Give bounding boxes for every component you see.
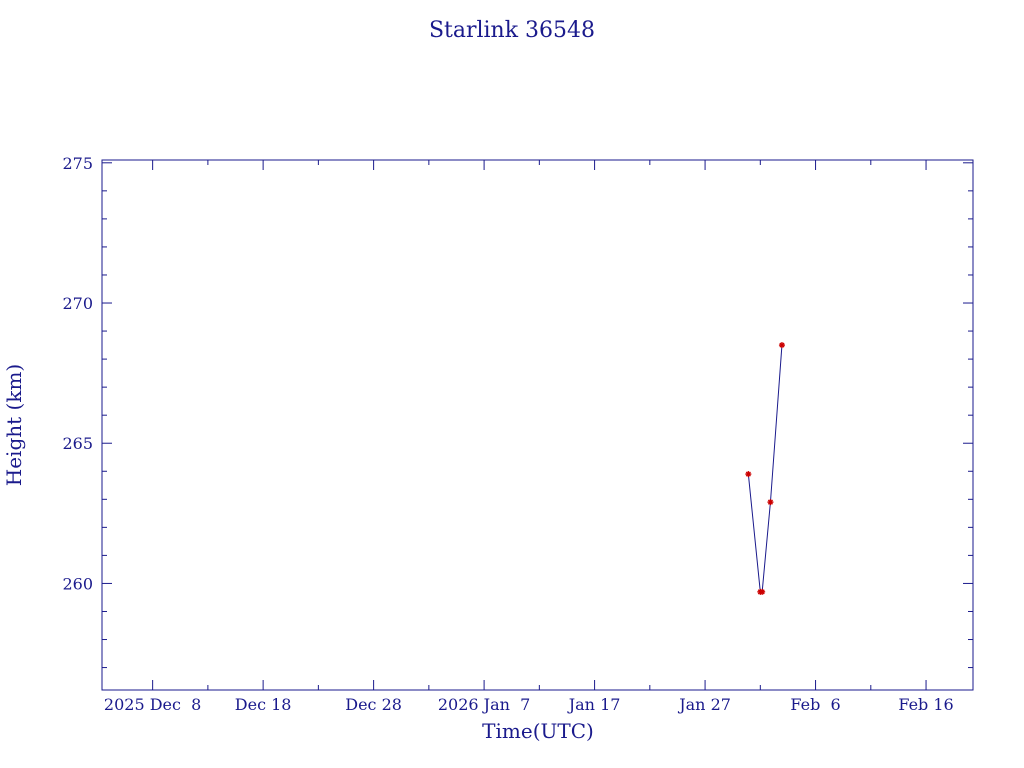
y-tick-label: 260 — [62, 574, 93, 593]
plot-frame — [101, 159, 974, 691]
x-tick-label: Jan 27 — [677, 695, 731, 714]
x-tick-label: 2026 Jan 7 — [438, 695, 530, 714]
series-line — [747, 345, 783, 593]
chart-title: Starlink 36548 — [429, 18, 595, 43]
x-tick-label: Jan 17 — [567, 695, 621, 714]
data-point-marker — [759, 588, 766, 595]
x-tick-label: Feb 16 — [898, 695, 953, 714]
x-tick-label: Dec 18 — [235, 695, 292, 714]
data-point-marker — [745, 471, 752, 478]
y-tick-label: 275 — [62, 154, 93, 173]
x-axis-label: Time(UTC) — [482, 719, 594, 743]
data-point-marker — [767, 499, 774, 506]
y-tick-label: 270 — [62, 294, 93, 313]
x-tick-label: Dec 28 — [345, 695, 402, 714]
x-tick-label: 2025 Dec 8 — [104, 695, 201, 714]
x-axis-ticks: 2025 Dec 8 Dec 18 Dec 28 2026 Jan 7 Jan 17 Ja… — [104, 160, 954, 714]
series-layer — [745, 342, 785, 595]
y-axis-label: Height (km) — [2, 364, 26, 486]
y-tick-label: 265 — [62, 434, 93, 453]
x-tick-label: Feb 6 — [790, 695, 840, 714]
y-axis-ticks: 260 265 270 275 — [62, 154, 973, 669]
data-point-marker — [778, 342, 785, 349]
